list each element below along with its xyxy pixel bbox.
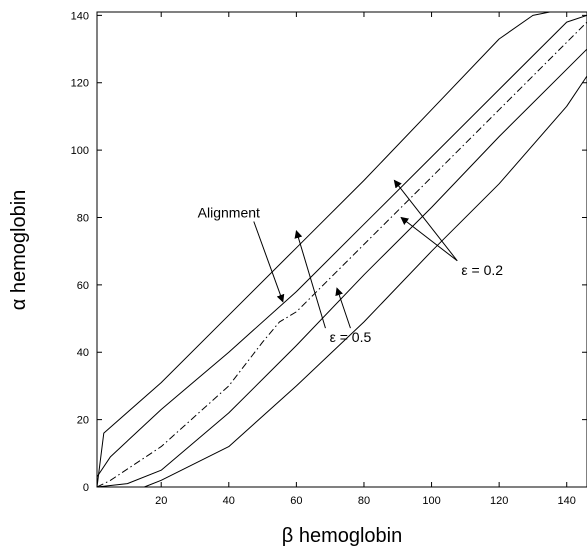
- annotation-label-3: ε = 0.5: [330, 329, 372, 345]
- y-tick-label: 100: [71, 145, 89, 157]
- annotation-label-2: ε = 0.2: [461, 262, 503, 278]
- y-tick-label: 120: [71, 78, 89, 90]
- x-tick-label: 100: [422, 495, 440, 507]
- plot-frame: [96, 11, 587, 488]
- x-tick-label: 20: [155, 495, 167, 507]
- series-line-1: [96, 21, 587, 488]
- x-tick-label: 40: [223, 495, 235, 507]
- x-tick-label: 80: [358, 495, 370, 507]
- annotation-arrow: [294, 230, 326, 329]
- annotation-arrow: [335, 287, 351, 329]
- series-line-4: [96, 11, 587, 488]
- x-axis-label: β hemoglobin: [282, 525, 402, 547]
- series-line-2: [96, 14, 587, 478]
- x-tick-label: 120: [490, 495, 508, 507]
- y-axis-label: α hemoglobin: [8, 190, 30, 311]
- annotation-arrow: [400, 216, 458, 262]
- y-tick-label: 40: [77, 347, 89, 359]
- y-tick-label: 0: [83, 482, 89, 494]
- annotation-arrow: [393, 179, 458, 262]
- x-tick-label: 60: [290, 495, 302, 507]
- y-tick-label: 80: [77, 212, 89, 224]
- y-tick-label: 60: [77, 280, 89, 292]
- y-tick-label: 20: [77, 415, 89, 427]
- annotation-label-1: Alignment: [198, 204, 260, 220]
- annotation-arrow: [253, 221, 285, 303]
- series-line-3: [96, 48, 587, 488]
- x-tick-label: 140: [558, 495, 576, 507]
- y-tick-label: 140: [71, 10, 89, 22]
- series-line-5: [97, 75, 587, 488]
